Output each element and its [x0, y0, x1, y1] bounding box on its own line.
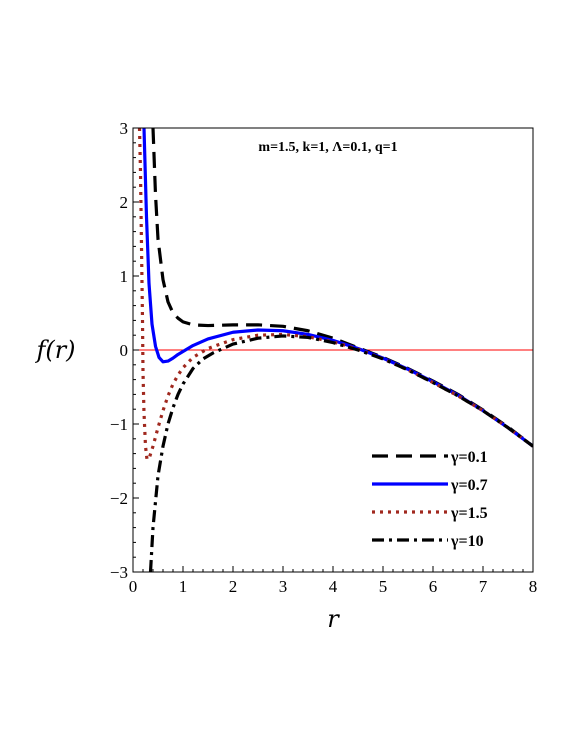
x-axis-title: r — [327, 605, 340, 633]
y-axis-title: f(r) — [34, 336, 75, 364]
y-tick-label: 2 — [120, 193, 129, 212]
parameter-annotation: m=1.5, k=1, Λ=0.1, q=1 — [258, 140, 397, 155]
x-tick-label: 6 — [429, 577, 438, 596]
x-axis: 0 1 2 3 4 5 6 7 8 — [129, 566, 538, 596]
x-tick-label: 8 — [529, 577, 538, 596]
series-line-3 — [137, 128, 533, 462]
x-tick-label: 7 — [479, 577, 488, 596]
y-tick-label: 0 — [120, 341, 129, 360]
x-tick-label: 4 — [329, 577, 338, 596]
series-layer — [137, 128, 533, 572]
legend-label-2: γ=0.7 — [450, 477, 488, 494]
legend-label-1: γ=0.1 — [450, 449, 488, 466]
legend-label-3: γ=1.5 — [450, 505, 488, 522]
y-tick-label: −2 — [110, 489, 128, 508]
series-line-1 — [151, 128, 533, 448]
y-axis: −3 −2 −1 0 1 2 3 — [110, 119, 139, 582]
x-tick-label: 2 — [229, 577, 238, 596]
legend-label-4: γ=10 — [450, 533, 484, 550]
x-tick-label: 1 — [179, 577, 188, 596]
x-tick-label: 3 — [279, 577, 288, 596]
y-tick-label: −1 — [110, 415, 128, 434]
series-line-2 — [142, 128, 533, 448]
x-tick-label: 5 — [379, 577, 388, 596]
y-tick-label: 1 — [120, 267, 129, 286]
y-tick-label: −3 — [110, 563, 128, 582]
series-line-4 — [148, 334, 533, 572]
y-tick-label: 3 — [120, 119, 129, 138]
x-tick-label: 0 — [129, 577, 138, 596]
legend: γ=0.1 γ=0.7 γ=1.5 γ=10 — [372, 449, 488, 550]
